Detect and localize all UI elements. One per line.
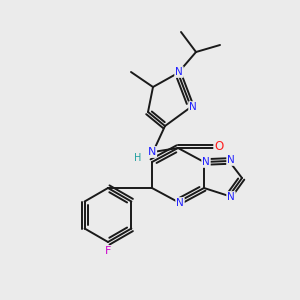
Text: N: N <box>176 198 184 208</box>
Text: N: N <box>227 155 235 165</box>
Text: O: O <box>214 140 224 154</box>
Text: N: N <box>189 102 197 112</box>
Text: N: N <box>202 157 210 167</box>
Text: N: N <box>148 147 156 157</box>
Text: N: N <box>175 67 183 77</box>
Text: N: N <box>227 192 235 202</box>
Text: H: H <box>134 153 142 163</box>
Text: F: F <box>105 246 111 256</box>
